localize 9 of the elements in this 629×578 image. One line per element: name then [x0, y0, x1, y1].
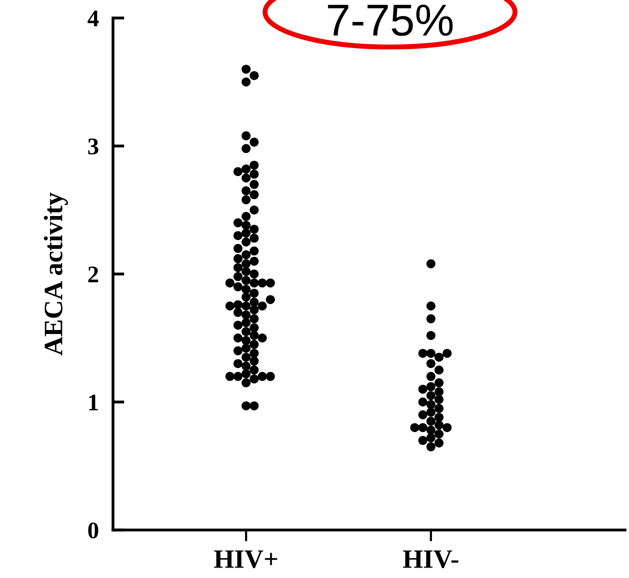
x-tick-label: HIV-	[403, 550, 458, 568]
y-axis-title: AECA activity	[44, 192, 68, 356]
y-tick-label: 0	[88, 522, 98, 538]
y-tick-label: 1	[89, 394, 98, 410]
x-tick-label: HIV+	[214, 550, 278, 568]
y-tick-label: 4	[88, 10, 99, 26]
y-tick-label: 3	[88, 138, 98, 154]
annotation: 7-75%	[328, 4, 453, 36]
y-tick-label: 2	[88, 266, 98, 282]
